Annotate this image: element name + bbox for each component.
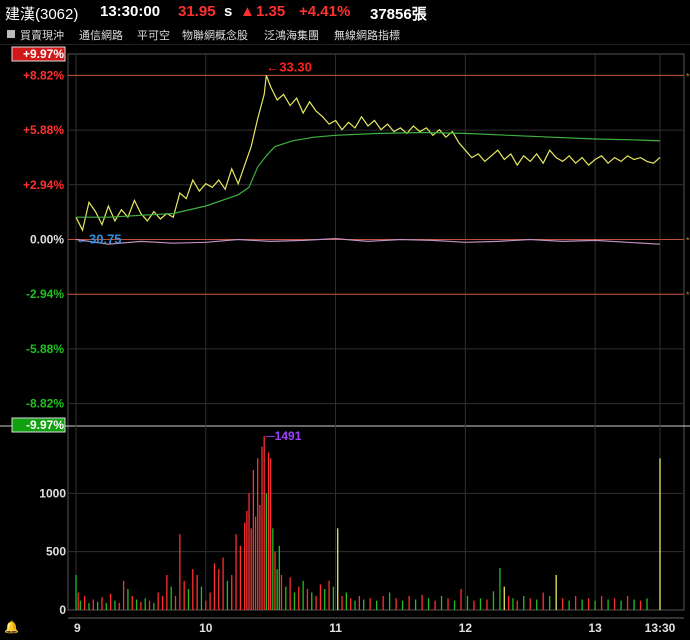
price-tick-label: +8.82% (23, 68, 64, 82)
checkbox-icon[interactable] (7, 30, 15, 38)
last-price: 31.95 (178, 3, 216, 20)
price-tick-label: -9.97% (26, 418, 64, 432)
time-tick-label: 13 (588, 621, 602, 635)
volume-tick-label: 0 (59, 603, 66, 617)
reference-marker: * (686, 290, 690, 300)
tag-item[interactable]: 平可空 (137, 30, 170, 42)
time-tick-label: 13:30 (645, 621, 676, 635)
tag-item[interactable]: 買賣現沖 (20, 30, 64, 42)
price-tick-label: +9.97% (23, 47, 64, 61)
price-change: 1.35 (256, 3, 286, 20)
price-tick-label: +5.88% (23, 123, 64, 137)
bell-icon[interactable]: 🔔 (4, 620, 19, 634)
intraday-chart: * * * +9.97% +8.82% +5.88% +2.94% 0.00% -2.94% -5… (0, 46, 690, 635)
limit-price-box (11, 417, 66, 433)
up-arrow-icon: ▲ (240, 3, 255, 20)
max-price-annotation: ←33.30 (266, 59, 312, 74)
limit-price-box (11, 46, 66, 62)
quote-time: 13:30:00 (100, 3, 161, 20)
price-tick-label: +2.94% (23, 178, 64, 192)
price-tick-label: -8.82% (26, 397, 64, 411)
tag-bar: 買賣現沖 通信網路 平可空 物聯網概念股 泛鴻海集團 無線網路指標 (0, 24, 690, 45)
time-tick-label: 12 (459, 621, 473, 635)
time-tick-label: 10 (199, 621, 213, 635)
average-price-line (76, 131, 661, 218)
price-tick-label: -5.88% (26, 342, 64, 356)
quote-header: 建漢(3062) 13:30:00 31.95 s ▲ 1.35 +4.41% … (0, 0, 690, 24)
plot-frame (67, 53, 685, 611)
tag-item[interactable]: 泛鴻海集團 (264, 30, 319, 42)
volume-ratio-line (75, 237, 661, 245)
price-suffix: s (224, 3, 233, 20)
reference-marker: * (686, 236, 690, 246)
open-price-annotation: ←30.75 (76, 232, 122, 247)
tag-item[interactable]: 物聯網概念股 (182, 30, 248, 42)
price-tick-label: -2.94% (26, 287, 64, 301)
price-tick-label: 0.00% (30, 233, 64, 247)
reference-marker: * (686, 71, 690, 81)
total-volume: 37856張 (370, 6, 427, 23)
tag-item[interactable]: 無線網路指標 (334, 30, 400, 42)
change-percent: +4.41% (299, 3, 351, 20)
stock-name: 建漢(3062) (5, 6, 79, 23)
volume-tick-label: 500 (46, 545, 66, 559)
time-tick-label: 9 (74, 621, 81, 635)
time-tick-label: 11 (329, 621, 342, 635)
volume-tick-label: 1000 (39, 486, 66, 500)
max-volume-annotation: ─1491 (265, 429, 302, 443)
tag-item[interactable]: 通信網路 (79, 30, 123, 42)
